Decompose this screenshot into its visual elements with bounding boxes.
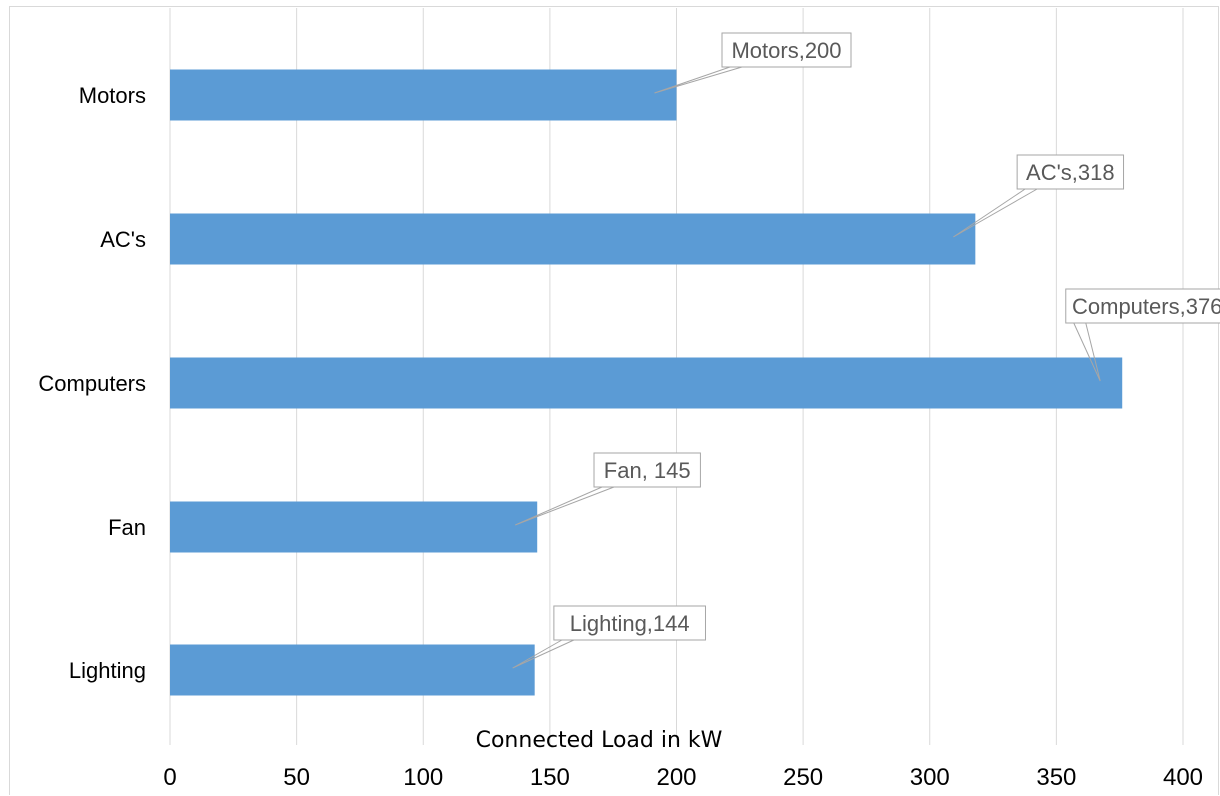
x-tick-label-0: 0 bbox=[163, 764, 176, 791]
callout-leader bbox=[515, 486, 615, 526]
callout-box bbox=[593, 452, 701, 488]
category-labels: Motors AC's Computers Fan Lighting bbox=[38, 83, 146, 683]
chart-frame bbox=[9, 6, 1219, 795]
x-tick-label-100: 100 bbox=[403, 764, 443, 791]
data-labels: Motors,200 AC's,318 Computers,376 Fan, 145 L… bbox=[512, 32, 1220, 669]
bar-computers bbox=[170, 357, 1123, 409]
category-label-motors: Motors bbox=[79, 83, 146, 108]
data-label-text: Fan, 145 bbox=[604, 458, 691, 483]
callout-box bbox=[1016, 154, 1125, 190]
x-tick-label-250: 250 bbox=[783, 764, 823, 791]
callout-box bbox=[721, 32, 852, 68]
data-label-text: AC's,318 bbox=[1026, 160, 1115, 185]
bar-motors bbox=[170, 69, 677, 121]
data-label-text: Motors,200 bbox=[731, 38, 841, 63]
data-label-motors: Motors,200 bbox=[654, 32, 852, 94]
x-tick-label-300: 300 bbox=[910, 764, 950, 791]
category-label-ac-s: AC's bbox=[100, 227, 146, 252]
callout-leader bbox=[953, 188, 1038, 238]
callout-leader bbox=[654, 66, 743, 94]
data-label-text: Lighting,144 bbox=[570, 611, 690, 636]
data-label-ac-s: AC's,318 bbox=[953, 154, 1125, 238]
x-tick-labels: 0 50 100 150 200 250 300 350 400 bbox=[163, 764, 1203, 791]
bars bbox=[170, 69, 1123, 696]
x-tick-label-350: 350 bbox=[1036, 764, 1076, 791]
x-tick-label-50: 50 bbox=[283, 764, 310, 791]
bar-fan bbox=[170, 501, 538, 553]
callout-box bbox=[1065, 288, 1220, 324]
callout-leader bbox=[1073, 322, 1101, 382]
data-label-fan: Fan, 145 bbox=[515, 452, 701, 526]
category-label-computers: Computers bbox=[38, 371, 146, 396]
category-label-fan: Fan bbox=[108, 515, 146, 540]
x-tick-label-400: 400 bbox=[1163, 764, 1203, 791]
category-label-lighting: Lighting bbox=[69, 658, 146, 683]
bar-lighting bbox=[170, 644, 535, 696]
data-label-text: Computers,376 bbox=[1072, 294, 1220, 319]
x-tick-label-150: 150 bbox=[530, 764, 570, 791]
x-tick-label-200: 200 bbox=[656, 764, 696, 791]
x-axis-title: Connected Load in kW bbox=[476, 728, 723, 753]
data-label-lighting: Lighting,144 bbox=[512, 605, 706, 669]
bar-ac-s bbox=[170, 213, 976, 265]
callout-leader bbox=[512, 639, 575, 669]
callout-box bbox=[553, 605, 706, 641]
data-label-computers: Computers,376 bbox=[1065, 288, 1220, 382]
